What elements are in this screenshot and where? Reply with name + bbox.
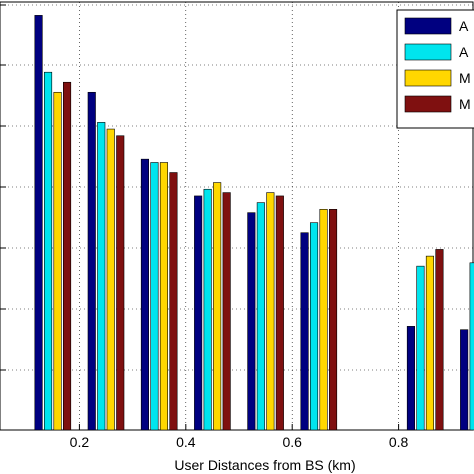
bar — [300, 232, 309, 431]
legend-label: M — [459, 96, 471, 112]
grid — [0, 2, 473, 430]
x-axis-label: User Distances from BS (km) — [174, 457, 355, 473]
bar — [140, 158, 149, 431]
bar — [203, 188, 212, 431]
bar — [469, 262, 474, 431]
bar — [34, 15, 43, 431]
bar — [97, 122, 106, 431]
x-tick-label: 0.4 — [176, 434, 196, 450]
bar — [43, 71, 53, 431]
x-tick-label: 0.6 — [282, 434, 302, 450]
legend-swatch — [404, 95, 452, 113]
bar — [435, 249, 444, 431]
bar — [460, 329, 469, 431]
bar — [53, 91, 62, 431]
bar — [425, 255, 435, 431]
legend-swatch — [404, 43, 452, 61]
bar — [87, 91, 96, 431]
bar — [194, 195, 203, 431]
legend-label: M — [459, 70, 471, 86]
bar — [106, 128, 115, 431]
bar — [416, 265, 425, 431]
bar — [266, 192, 275, 431]
bar — [256, 202, 265, 431]
bar — [159, 162, 168, 431]
legend-label: A — [459, 18, 469, 34]
bar — [247, 212, 256, 431]
bar — [328, 209, 338, 431]
bar — [116, 135, 125, 431]
legend-label: A — [459, 44, 469, 60]
bar — [62, 81, 72, 431]
plot-frame — [0, 1, 474, 431]
legend-swatch — [404, 17, 452, 35]
bar — [213, 182, 222, 431]
x-ticks: 0.20.40.60.81 — [70, 424, 409, 450]
bar — [222, 192, 231, 431]
bar — [275, 195, 284, 431]
legend-swatch — [404, 69, 452, 87]
x-tick-label: 0.2 — [70, 434, 90, 450]
bar — [150, 162, 159, 431]
bars — [34, 15, 474, 431]
x-tick-label: 0.8 — [389, 434, 409, 450]
bar — [309, 222, 319, 431]
bar — [319, 209, 328, 431]
bar — [406, 326, 416, 431]
bar — [169, 172, 178, 431]
